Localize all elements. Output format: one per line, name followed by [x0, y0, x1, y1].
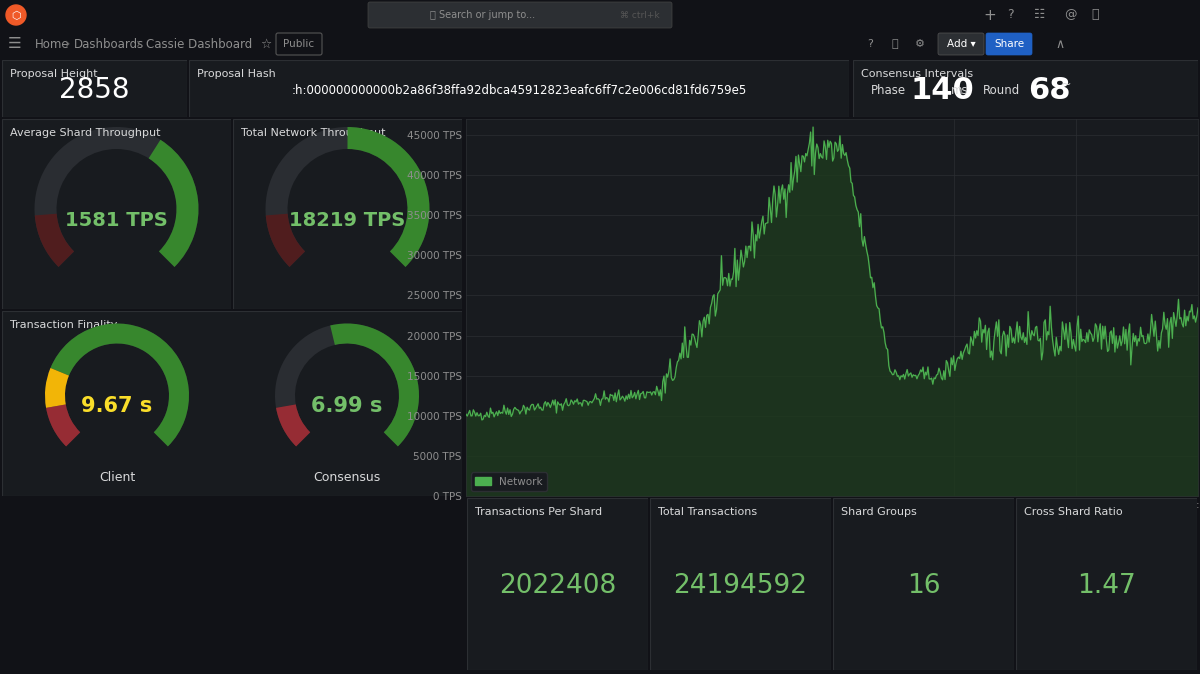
- Text: Home: Home: [35, 38, 70, 51]
- Wedge shape: [265, 214, 305, 267]
- Wedge shape: [46, 324, 188, 446]
- Text: Phase: Phase: [871, 84, 906, 97]
- Text: ⌘ ctrl+k: ⌘ ctrl+k: [620, 11, 660, 20]
- FancyBboxPatch shape: [986, 33, 1032, 55]
- Text: +: +: [984, 7, 996, 22]
- Text: ›: ›: [65, 37, 71, 51]
- Wedge shape: [276, 404, 311, 446]
- Text: ☆: ☆: [260, 38, 271, 51]
- Wedge shape: [265, 127, 430, 267]
- FancyBboxPatch shape: [833, 498, 1014, 670]
- Legend: Network: Network: [472, 472, 547, 491]
- Text: 68: 68: [1028, 76, 1070, 105]
- Text: 2858: 2858: [59, 77, 130, 104]
- Text: Total Transactions: Total Transactions: [658, 507, 757, 517]
- Text: ~: ~: [1061, 78, 1072, 91]
- Text: Round: Round: [983, 84, 1020, 97]
- Text: ⚙: ⚙: [916, 39, 925, 49]
- Text: 👤: 👤: [1091, 9, 1099, 22]
- Text: Proposal Height: Proposal Height: [10, 69, 97, 79]
- Wedge shape: [46, 368, 68, 408]
- FancyBboxPatch shape: [2, 119, 230, 309]
- FancyBboxPatch shape: [2, 311, 462, 496]
- Text: 2022408: 2022408: [499, 573, 616, 599]
- Wedge shape: [35, 127, 198, 267]
- Text: Cross Shard Ratio: Cross Shard Ratio: [1024, 507, 1123, 517]
- Wedge shape: [348, 127, 430, 267]
- FancyBboxPatch shape: [853, 60, 1198, 117]
- Text: Transaction Finality: Transaction Finality: [10, 320, 118, 330]
- Wedge shape: [46, 404, 80, 446]
- Text: Cassie Dashboard: Cassie Dashboard: [146, 38, 252, 51]
- Wedge shape: [35, 214, 74, 267]
- Text: 140: 140: [911, 76, 974, 105]
- Wedge shape: [149, 140, 198, 267]
- Text: Shard Groups: Shard Groups: [841, 507, 917, 517]
- FancyBboxPatch shape: [233, 119, 462, 309]
- FancyBboxPatch shape: [650, 498, 830, 670]
- Text: Dashboards: Dashboards: [74, 38, 144, 51]
- Text: Add ▾: Add ▾: [947, 39, 976, 49]
- Text: ?: ?: [1007, 9, 1013, 22]
- Wedge shape: [50, 324, 188, 446]
- Wedge shape: [330, 324, 419, 446]
- Text: Consensus: Consensus: [313, 471, 380, 484]
- Text: 24194592: 24194592: [673, 573, 808, 599]
- Text: Share: Share: [994, 39, 1024, 49]
- Text: ∧: ∧: [1056, 38, 1064, 51]
- Text: 18219 TPS: 18219 TPS: [289, 212, 406, 231]
- Text: ☷: ☷: [1034, 9, 1045, 22]
- Text: Transactions Per Shard: Transactions Per Shard: [475, 507, 602, 517]
- FancyBboxPatch shape: [190, 60, 850, 117]
- FancyBboxPatch shape: [368, 2, 672, 28]
- Text: ?: ?: [868, 39, 872, 49]
- Text: ›: ›: [136, 37, 142, 51]
- Text: Proposal Hash: Proposal Hash: [197, 69, 276, 79]
- Text: Public: Public: [283, 39, 314, 49]
- Text: ms: ms: [952, 84, 968, 97]
- Text: 1581 TPS: 1581 TPS: [65, 212, 168, 231]
- Wedge shape: [275, 324, 419, 446]
- Text: ☰: ☰: [8, 36, 22, 51]
- Wedge shape: [276, 404, 311, 446]
- Text: @: @: [1063, 9, 1076, 22]
- Text: 6.99 s: 6.99 s: [311, 396, 383, 415]
- Text: 🔍 Search or jump to...: 🔍 Search or jump to...: [430, 10, 535, 20]
- Text: 9.67 s: 9.67 s: [82, 396, 152, 415]
- FancyBboxPatch shape: [938, 33, 984, 55]
- FancyBboxPatch shape: [467, 498, 648, 670]
- Text: Client: Client: [98, 471, 136, 484]
- Text: 1.47: 1.47: [1078, 573, 1136, 599]
- Text: ⬛: ⬛: [892, 39, 899, 49]
- FancyBboxPatch shape: [1016, 498, 1198, 670]
- Text: :h:000000000000b2a86f38ffa92dbca45912823eafc6ff7c2e006cd81fd6759e5: :h:000000000000b2a86f38ffa92dbca45912823…: [292, 84, 746, 97]
- Text: 16: 16: [907, 573, 941, 599]
- Text: ⬡: ⬡: [11, 11, 20, 21]
- Text: Average Shard Throughput: Average Shard Throughput: [10, 128, 161, 138]
- Text: Total Network Throughput: Total Network Throughput: [241, 128, 385, 138]
- FancyBboxPatch shape: [2, 60, 187, 117]
- Circle shape: [6, 5, 26, 25]
- Text: Consensus Intervals: Consensus Intervals: [862, 69, 973, 79]
- Wedge shape: [46, 404, 80, 446]
